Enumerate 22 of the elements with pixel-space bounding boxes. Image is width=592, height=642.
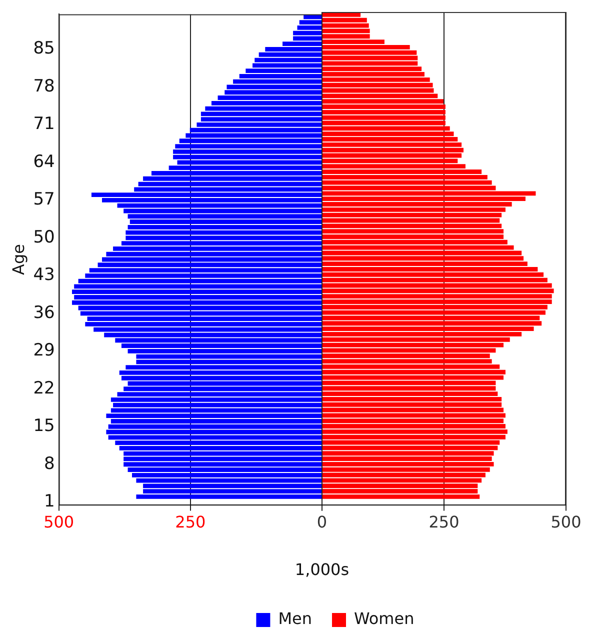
y-tick-label: 22 xyxy=(33,378,55,398)
y-tick-label: 29 xyxy=(33,340,55,361)
x-tick-label: 500 xyxy=(550,512,582,532)
y-tick-label: 8 xyxy=(44,454,55,474)
y-tick-label: 85 xyxy=(33,38,55,59)
legend-label: Men xyxy=(278,609,312,628)
legend-label: Women xyxy=(354,609,414,628)
y-tick-label: 43 xyxy=(33,265,55,286)
x-tick-label: 0 xyxy=(316,512,328,532)
y-tick-label: 15 xyxy=(33,416,55,436)
y-tick-label: 78 xyxy=(33,76,55,96)
y-tick-label: 50 xyxy=(33,227,55,248)
y-tick-label: 57 xyxy=(33,190,55,210)
x-tick-label: 250 xyxy=(428,512,460,532)
y-tick-label: 71 xyxy=(33,114,55,134)
y-tick-label: 1 xyxy=(44,492,55,512)
x-tick-label: 250 xyxy=(175,512,206,532)
y-tick-label: 64 xyxy=(33,152,55,172)
y-axis-title: Age xyxy=(8,244,28,275)
x-axis-title: 1,000s xyxy=(294,560,350,579)
y-tick-label: 36 xyxy=(33,302,55,323)
x-tick-label: 500 xyxy=(44,512,74,532)
